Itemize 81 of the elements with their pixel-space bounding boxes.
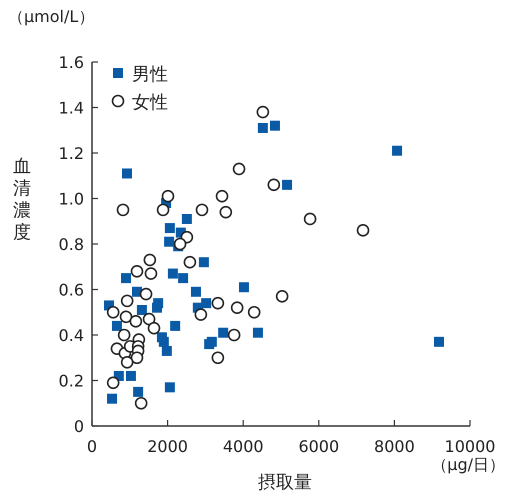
point <box>126 370 136 381</box>
point <box>282 180 292 190</box>
y-tick-label: 1.6 <box>58 53 84 72</box>
point <box>238 282 249 292</box>
x-tick-label: 10000 <box>444 437 496 456</box>
point <box>106 376 120 390</box>
point <box>118 328 130 342</box>
point <box>190 286 201 297</box>
point <box>116 204 130 216</box>
point <box>268 178 280 192</box>
y-tick-label: 1.2 <box>58 144 84 163</box>
point <box>228 328 240 342</box>
point <box>212 296 224 310</box>
point <box>392 146 402 156</box>
point <box>434 336 444 347</box>
point <box>252 328 263 338</box>
point <box>170 320 180 331</box>
point <box>120 356 134 369</box>
point <box>174 238 186 250</box>
x-tick-label: 2000 <box>147 437 188 456</box>
point <box>121 273 132 284</box>
y-tick-label: 0 <box>74 417 84 436</box>
point <box>136 304 147 315</box>
point <box>304 212 316 226</box>
point <box>232 162 246 176</box>
point <box>356 224 370 237</box>
point <box>112 320 122 331</box>
point <box>152 302 162 313</box>
point <box>276 290 288 303</box>
y-tick-label: 1.4 <box>58 98 84 118</box>
point <box>248 306 260 319</box>
y-tick-label: 0.6 <box>58 280 84 300</box>
text: （μmol/L） <box>8 7 94 26</box>
point <box>164 382 175 392</box>
point <box>178 273 188 284</box>
point <box>206 336 217 347</box>
point <box>164 223 175 234</box>
point <box>196 204 208 216</box>
point <box>198 257 209 268</box>
y-tick-label: 1.0 <box>58 190 84 208</box>
point <box>148 322 160 334</box>
point <box>194 308 208 321</box>
point <box>164 236 174 247</box>
point <box>133 386 144 397</box>
legend-label: 女性 <box>132 92 168 113</box>
text: （μg/日） <box>431 455 505 474</box>
point <box>256 106 270 118</box>
point <box>140 288 152 300</box>
point <box>130 315 142 328</box>
x-tick-label: 8000 <box>374 437 415 456</box>
y-axis-title: 血清濃度 <box>13 156 31 243</box>
y-tick-label: 0.8 <box>58 235 84 254</box>
point <box>220 206 232 218</box>
point <box>258 122 268 133</box>
point <box>106 306 120 319</box>
x-tick-label: 4000 <box>222 437 264 456</box>
x-tick-label: 6000 <box>298 437 340 456</box>
point <box>130 351 144 364</box>
point <box>212 351 224 364</box>
point <box>120 294 134 308</box>
point <box>156 204 170 216</box>
point <box>184 256 196 268</box>
point <box>134 396 148 410</box>
point <box>144 267 158 280</box>
point <box>122 168 132 178</box>
point <box>144 254 156 266</box>
point <box>216 190 228 203</box>
y-tick-label: 0.4 <box>58 326 84 345</box>
point <box>182 214 192 224</box>
point <box>270 120 280 131</box>
point <box>162 346 172 356</box>
point <box>130 265 144 278</box>
legend-label: 男性 <box>132 64 168 85</box>
y-tick-label: 0.2 <box>58 372 84 390</box>
x-tick-label: 0 <box>86 437 98 456</box>
point <box>168 268 178 279</box>
point <box>230 301 244 314</box>
point <box>107 394 118 404</box>
x-axis-title: 摂取量 <box>258 472 312 493</box>
point <box>218 328 228 338</box>
point <box>162 190 174 203</box>
